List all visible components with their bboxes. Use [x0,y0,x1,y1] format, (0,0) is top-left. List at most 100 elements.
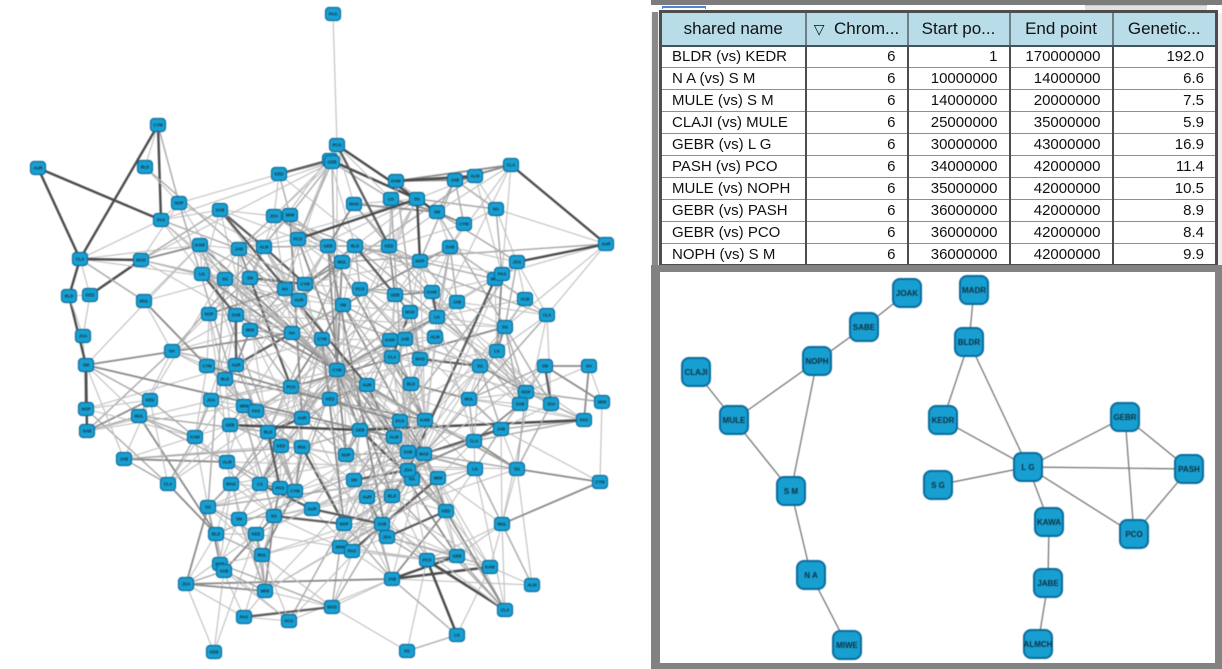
svg-text:MULE: MULE [723,416,746,425]
svg-text:MUL: MUL [139,299,149,304]
svg-text:BLD: BLD [407,382,416,387]
svg-text:ALM: ALM [222,460,232,465]
svg-text:PCO: PCO [1125,530,1142,539]
svg-text:CLA: CLA [501,608,510,613]
svg-text:LG: LG [388,197,394,202]
svg-text:SAB: SAB [404,450,413,455]
svg-text:AUR: AUR [294,298,303,303]
svg-text:SAB: SAB [378,522,387,527]
svg-text:NA: NA [271,514,277,519]
svg-text:PCO: PCO [332,143,342,148]
svg-text:NOP: NOP [341,453,350,458]
svg-text:BLDR: BLDR [958,338,980,347]
svg-text:NOP: NOP [81,407,90,412]
svg-text:BLD: BLD [388,494,397,499]
svg-text:JOA: JOA [513,260,522,265]
svg-text:MIW: MIW [286,213,295,218]
svg-text:MIW: MIW [598,400,607,405]
svg-text:GEB: GEB [209,650,218,655]
svg-text:ALM: ALM [389,435,399,440]
svg-text:AUR: AUR [297,416,306,421]
svg-text:AUR: AUR [362,383,371,388]
svg-text:KAW: KAW [420,418,430,423]
svg-text:PAS: PAS [157,218,166,223]
svg-text:SABE: SABE [853,323,876,332]
svg-text:GEB: GEB [452,554,461,559]
svg-text:CYM: CYM [317,337,327,342]
svg-text:NA: NA [409,477,415,482]
svg-text:GEBR: GEBR [1113,413,1136,422]
svg-text:KED: KED [146,398,155,403]
svg-text:SAB: SAB [220,569,229,574]
svg-text:JAB: JAB [451,178,459,183]
svg-text:SG: SG [404,649,410,654]
svg-text:GEB: GEB [327,160,336,165]
svg-text:SG: SG [205,505,211,510]
svg-text:PCO: PCO [293,237,303,242]
svg-text:KAWA: KAWA [1037,518,1061,527]
svg-text:LG: LG [257,482,263,487]
svg-text:MAD: MAD [349,202,359,207]
svg-text:SG: SG [514,467,520,472]
svg-text:MUL: MUL [337,260,347,265]
svg-text:SG: SG [477,364,483,369]
svg-text:ALM: ALM [259,245,269,250]
svg-text:SAB: SAB [516,402,525,407]
svg-text:PCO: PCO [355,287,365,292]
svg-text:KAW: KAW [427,290,437,295]
svg-text:NA: NA [586,364,592,369]
svg-text:NOP: NOP [415,259,424,264]
svg-text:MIW: MIW [240,404,249,409]
svg-text:L G: L G [1021,463,1034,472]
svg-text:CYM: CYM [153,123,163,128]
svg-text:GEB: GEB [355,428,364,433]
svg-text:MAD: MAD [226,482,236,487]
svg-text:KAW: KAW [195,243,205,248]
svg-text:JAB: JAB [497,427,505,432]
svg-text:CYM: CYM [332,368,342,373]
svg-text:JAB: JAB [120,457,128,462]
svg-text:PCO: PCO [284,619,294,624]
svg-text:CYM: CYM [300,282,310,287]
svg-text:LG: LG [434,315,440,320]
svg-text:JOA: JOA [79,334,88,339]
svg-text:KED: KED [385,244,394,249]
svg-text:ALM: ALM [430,335,440,340]
svg-text:JAB: JAB [235,247,243,252]
svg-text:CLA: CLA [76,257,85,262]
svg-text:SM: SM [542,364,549,369]
svg-text:PAS: PAS [276,486,285,491]
svg-text:JOA: JOA [270,214,279,219]
svg-text:AUR: AUR [33,166,42,171]
svg-text:MIWE: MIWE [836,641,858,650]
svg-text:JOA: JOA [383,535,392,540]
svg-text:PAS: PAS [240,615,249,620]
svg-text:MAD: MAD [419,452,429,457]
svg-text:GEB: GEB [323,244,332,249]
svg-text:CYM: CYM [595,480,605,485]
svg-text:NOPH: NOPH [805,357,828,366]
svg-text:SM: SM [247,276,254,281]
svg-text:MUL: MUL [134,414,144,419]
svg-text:MUL: MUL [464,397,474,402]
svg-text:MAD: MAD [327,605,337,610]
svg-text:LG: LG [454,633,460,638]
svg-text:NA: NA [282,287,288,292]
svg-text:ALM: ALM [527,583,537,588]
svg-text:AUR: AUR [362,495,371,500]
svg-text:SM: SM [236,517,243,522]
svg-text:GEB: GEB [390,293,399,298]
svg-text:JAB: JAB [401,337,409,342]
svg-text:LG: LG [494,349,500,354]
svg-text:KAW: KAW [385,338,395,343]
svg-text:KED: KED [252,532,261,537]
svg-text:MAD: MAD [136,258,146,263]
svg-text:MUL: MUL [497,522,507,527]
svg-text:JOA: JOA [182,582,191,587]
svg-text:JAB: JAB [388,577,396,582]
svg-text:ALM: ALM [520,297,530,302]
svg-text:MUL: MUL [257,553,267,558]
svg-text:AUR: AUR [307,507,316,512]
svg-text:CYM: CYM [290,489,300,494]
svg-text:PCO: PCO [395,419,405,424]
